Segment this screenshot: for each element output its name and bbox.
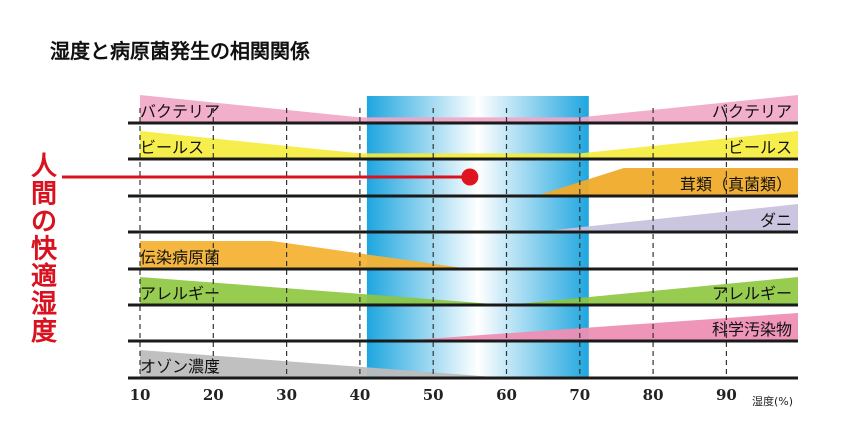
area-2 <box>140 131 798 159</box>
x-tick-label: 20 <box>203 386 224 404</box>
comfort-label-char: の <box>31 207 57 237</box>
comfort-point <box>461 168 479 186</box>
series-label-right: ビールス <box>728 138 792 157</box>
series-label-left: ビールス <box>140 138 204 157</box>
comfort-label-char: 快 <box>31 235 58 265</box>
series-label-right: アレルギー <box>712 284 792 303</box>
series-label-right: バクテリア <box>712 102 792 121</box>
comfort-label-char: 間 <box>31 180 57 210</box>
chart-title: 湿度と病原菌発生の相関関係 <box>50 39 310 63</box>
x-tick-label: 80 <box>643 386 664 404</box>
x-tick-label: 60 <box>496 386 517 404</box>
area-4 <box>535 204 798 232</box>
series-label-left: アレルギー <box>140 284 220 303</box>
area-6 <box>140 277 798 305</box>
comfort-label-char: 度 <box>31 316 57 347</box>
series-label-left: バクテリア <box>140 102 220 121</box>
series-label-right: 科学汚染物 <box>712 320 792 339</box>
series-label-left: 伝染病原菌 <box>140 248 220 267</box>
x-tick-label: 50 <box>423 386 444 404</box>
series-label-right: 茸類（真菌類） <box>680 175 792 194</box>
x-tick-label: 10 <box>130 386 151 404</box>
area-8 <box>140 350 507 378</box>
area-3 <box>535 168 798 196</box>
x-tick-label: 70 <box>569 386 590 404</box>
area-5 <box>140 241 470 269</box>
x-tick-label: 90 <box>716 386 737 404</box>
x-axis-label: 湿度(%) <box>752 394 793 408</box>
series-label-right: ダニ <box>760 211 792 230</box>
x-tick-label: 40 <box>349 386 370 404</box>
x-tick-label: 30 <box>276 386 297 404</box>
series-label-left: オゾン濃度 <box>140 357 220 376</box>
comfort-label-char: 適 <box>31 261 57 292</box>
area-1 <box>140 95 798 123</box>
comfort-label-char: 人 <box>31 152 57 182</box>
area-7 <box>396 313 798 341</box>
comfort-label-char: 湿 <box>31 290 57 320</box>
